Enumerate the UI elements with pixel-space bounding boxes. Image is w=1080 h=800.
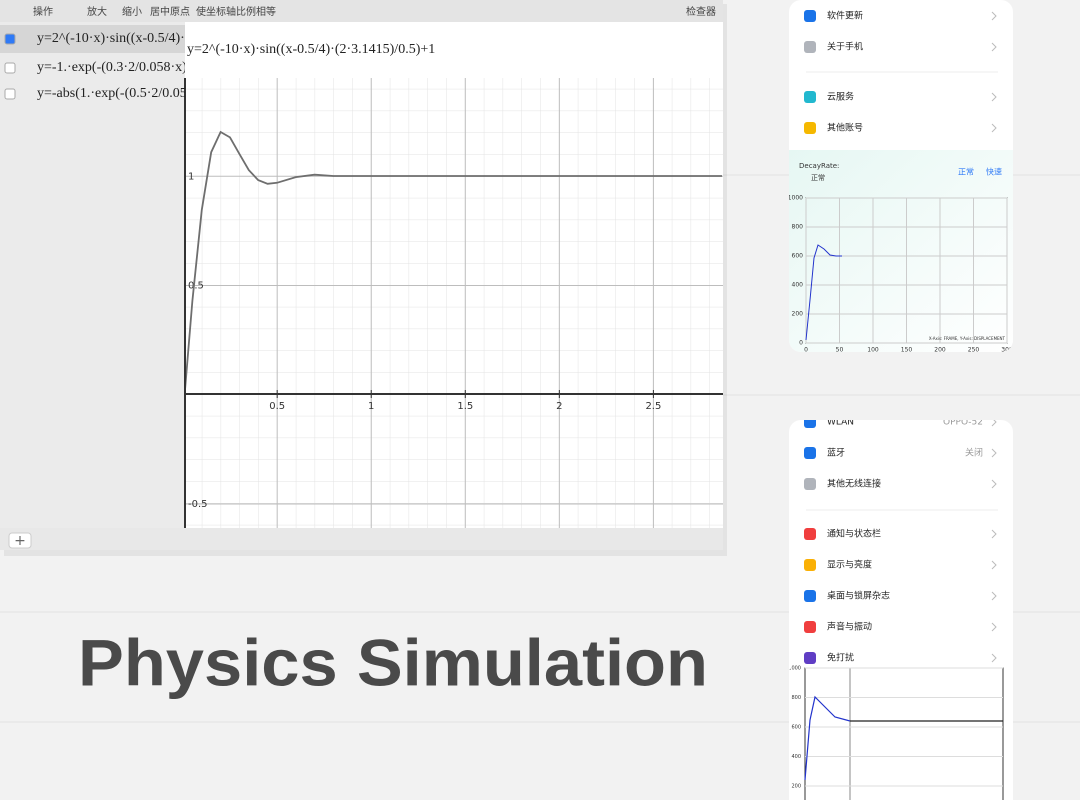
- speed-option[interactable]: 正常: [958, 168, 974, 177]
- setting-label[interactable]: 通知与状态栏: [827, 528, 881, 540]
- checkbox[interactable]: [4, 33, 16, 45]
- y-tick-label: -0.5: [188, 499, 208, 510]
- checkbox[interactable]: [4, 88, 16, 100]
- decay-curve-2: [804, 695, 851, 781]
- y-tick-label: 1000: [788, 195, 803, 202]
- setting-label[interactable]: 桌面与锁屏杂志: [827, 590, 890, 602]
- equation[interactable]: y=-abs(1.·exp(-(0.5·2/0.05: [37, 86, 187, 101]
- setting-label[interactable]: 云服务: [827, 91, 854, 103]
- setting-icon: [804, 528, 816, 540]
- y-tick-label: 600: [792, 253, 804, 260]
- setting-label[interactable]: 其他账号: [827, 122, 863, 134]
- x-tick-label: 100: [867, 347, 879, 354]
- chevron: [991, 529, 997, 539]
- axis-note: X-Axis: FRAME, Y-Axis: DISPLACEMENT: [929, 336, 1006, 341]
- y-tick-label: 1: [188, 171, 194, 182]
- y-tick-label: 800: [791, 695, 801, 701]
- y-tick-label: 0: [799, 340, 803, 347]
- chevron: [991, 11, 997, 21]
- y-tick-label: 200: [792, 311, 804, 318]
- setting-icon: [804, 91, 816, 103]
- x-tick-label: 2: [556, 401, 562, 412]
- setting-label[interactable]: 显示与亮度: [827, 559, 872, 571]
- y-tick-label: 200: [791, 784, 801, 790]
- x-tick-label: 0: [804, 347, 808, 354]
- setting-label[interactable]: 关于手机: [827, 41, 863, 53]
- equation-list: y=2^(-10·x)·sin((x-0.5/4)·(2·3.1415)/0.5…: [4, 31, 285, 101]
- chevron: [991, 448, 997, 458]
- y-tick-label: 600: [791, 725, 801, 731]
- toolbar-button[interactable]: 操作: [33, 5, 53, 18]
- equation[interactable]: y=2^(-10·x)·sin((x-0.5/4)·(2·3.1415)/0.5…: [37, 31, 285, 46]
- y-tick-label: 400: [791, 754, 801, 760]
- setting-icon: [804, 559, 816, 571]
- minor-grid: [185, 78, 723, 528]
- setting-icon: [804, 652, 816, 664]
- chevron: [991, 123, 997, 133]
- toolbar-button[interactable]: 放大: [87, 5, 107, 18]
- toolbar: [0, 0, 723, 22]
- toolbar-button[interactable]: 居中原点: [150, 5, 190, 18]
- page-title: Physics Simulation: [78, 625, 708, 699]
- bottom-bar: [0, 528, 723, 550]
- y-tick-label: 400: [792, 282, 804, 289]
- selected-row: [0, 25, 185, 53]
- x-tick-label: 300: [1001, 347, 1013, 354]
- chevron: [991, 591, 997, 601]
- phone-panel-2: WLAN OPPO-52 蓝牙 关闭其他无线连接通知与状态栏显示与亮度桌面与锁屏杂志声…: [787, 418, 1013, 800]
- setting-icon: [804, 621, 816, 633]
- chevron: [991, 92, 997, 102]
- setting-label[interactable]: WLAN: [827, 418, 854, 428]
- equation[interactable]: y=-1.·exp(-(0.3·2/0.058·x)): [37, 60, 192, 75]
- add-icon[interactable]: +: [14, 533, 26, 549]
- setting-icon: [804, 41, 816, 53]
- x-tick-label: 150: [901, 347, 913, 354]
- checkbox[interactable]: [4, 62, 16, 74]
- add-button[interactable]: [8, 532, 32, 549]
- function-curve: [184, 130, 722, 391]
- x-tick-label: 1.5: [457, 401, 473, 412]
- setting-label[interactable]: 免打扰: [827, 652, 854, 664]
- chart-mode: 正常: [811, 173, 825, 182]
- x-tick-label: 250: [968, 347, 980, 354]
- y-tick-label: 800: [792, 224, 804, 231]
- x-tick-label: 0.5: [269, 401, 285, 412]
- x-tick-label: 2.5: [645, 401, 661, 412]
- setting-icon: [804, 447, 816, 459]
- setting-label[interactable]: 软件更新: [827, 10, 863, 22]
- decay-curve: [805, 244, 842, 341]
- x-tick-label: 50: [836, 347, 844, 354]
- x-tick-label: 1: [368, 401, 374, 412]
- setting-icon: [804, 478, 816, 490]
- y-tick-label: 0.5: [188, 281, 204, 292]
- chevron: [991, 420, 997, 427]
- chart-label: DecayRate:: [799, 162, 839, 170]
- chevron: [991, 560, 997, 570]
- formula: y=2^(-10·x)·sin((x-0.5/4)·(2·3.1415)/0.5…: [187, 42, 435, 57]
- setting-value: OPPO-52: [943, 418, 983, 428]
- formula-bar: [185, 22, 723, 78]
- y-tick-label: 1,000: [787, 666, 801, 672]
- setting-icon: [804, 10, 816, 22]
- x-tick-label: 200: [934, 347, 946, 354]
- speed-option[interactable]: 快速: [986, 167, 1002, 177]
- toolbar-button[interactable]: 缩小: [122, 5, 142, 18]
- chevron: [991, 42, 997, 52]
- setting-label[interactable]: 蓝牙: [827, 447, 845, 459]
- toolbar-button[interactable]: 使坐标轴比例相等: [196, 5, 276, 18]
- setting-label[interactable]: 其他无线连接: [827, 478, 881, 490]
- toolbar-button[interactable]: 检查器: [686, 5, 716, 18]
- sidebar: [0, 22, 185, 528]
- setting-value: 关闭: [965, 447, 983, 459]
- setting-icon: [804, 122, 816, 134]
- setting-label[interactable]: 声音与振动: [827, 621, 872, 633]
- chevron: [991, 479, 997, 489]
- chevron: [991, 653, 997, 663]
- setting-icon: [804, 420, 816, 428]
- chevron: [991, 622, 997, 632]
- setting-icon: [804, 590, 816, 602]
